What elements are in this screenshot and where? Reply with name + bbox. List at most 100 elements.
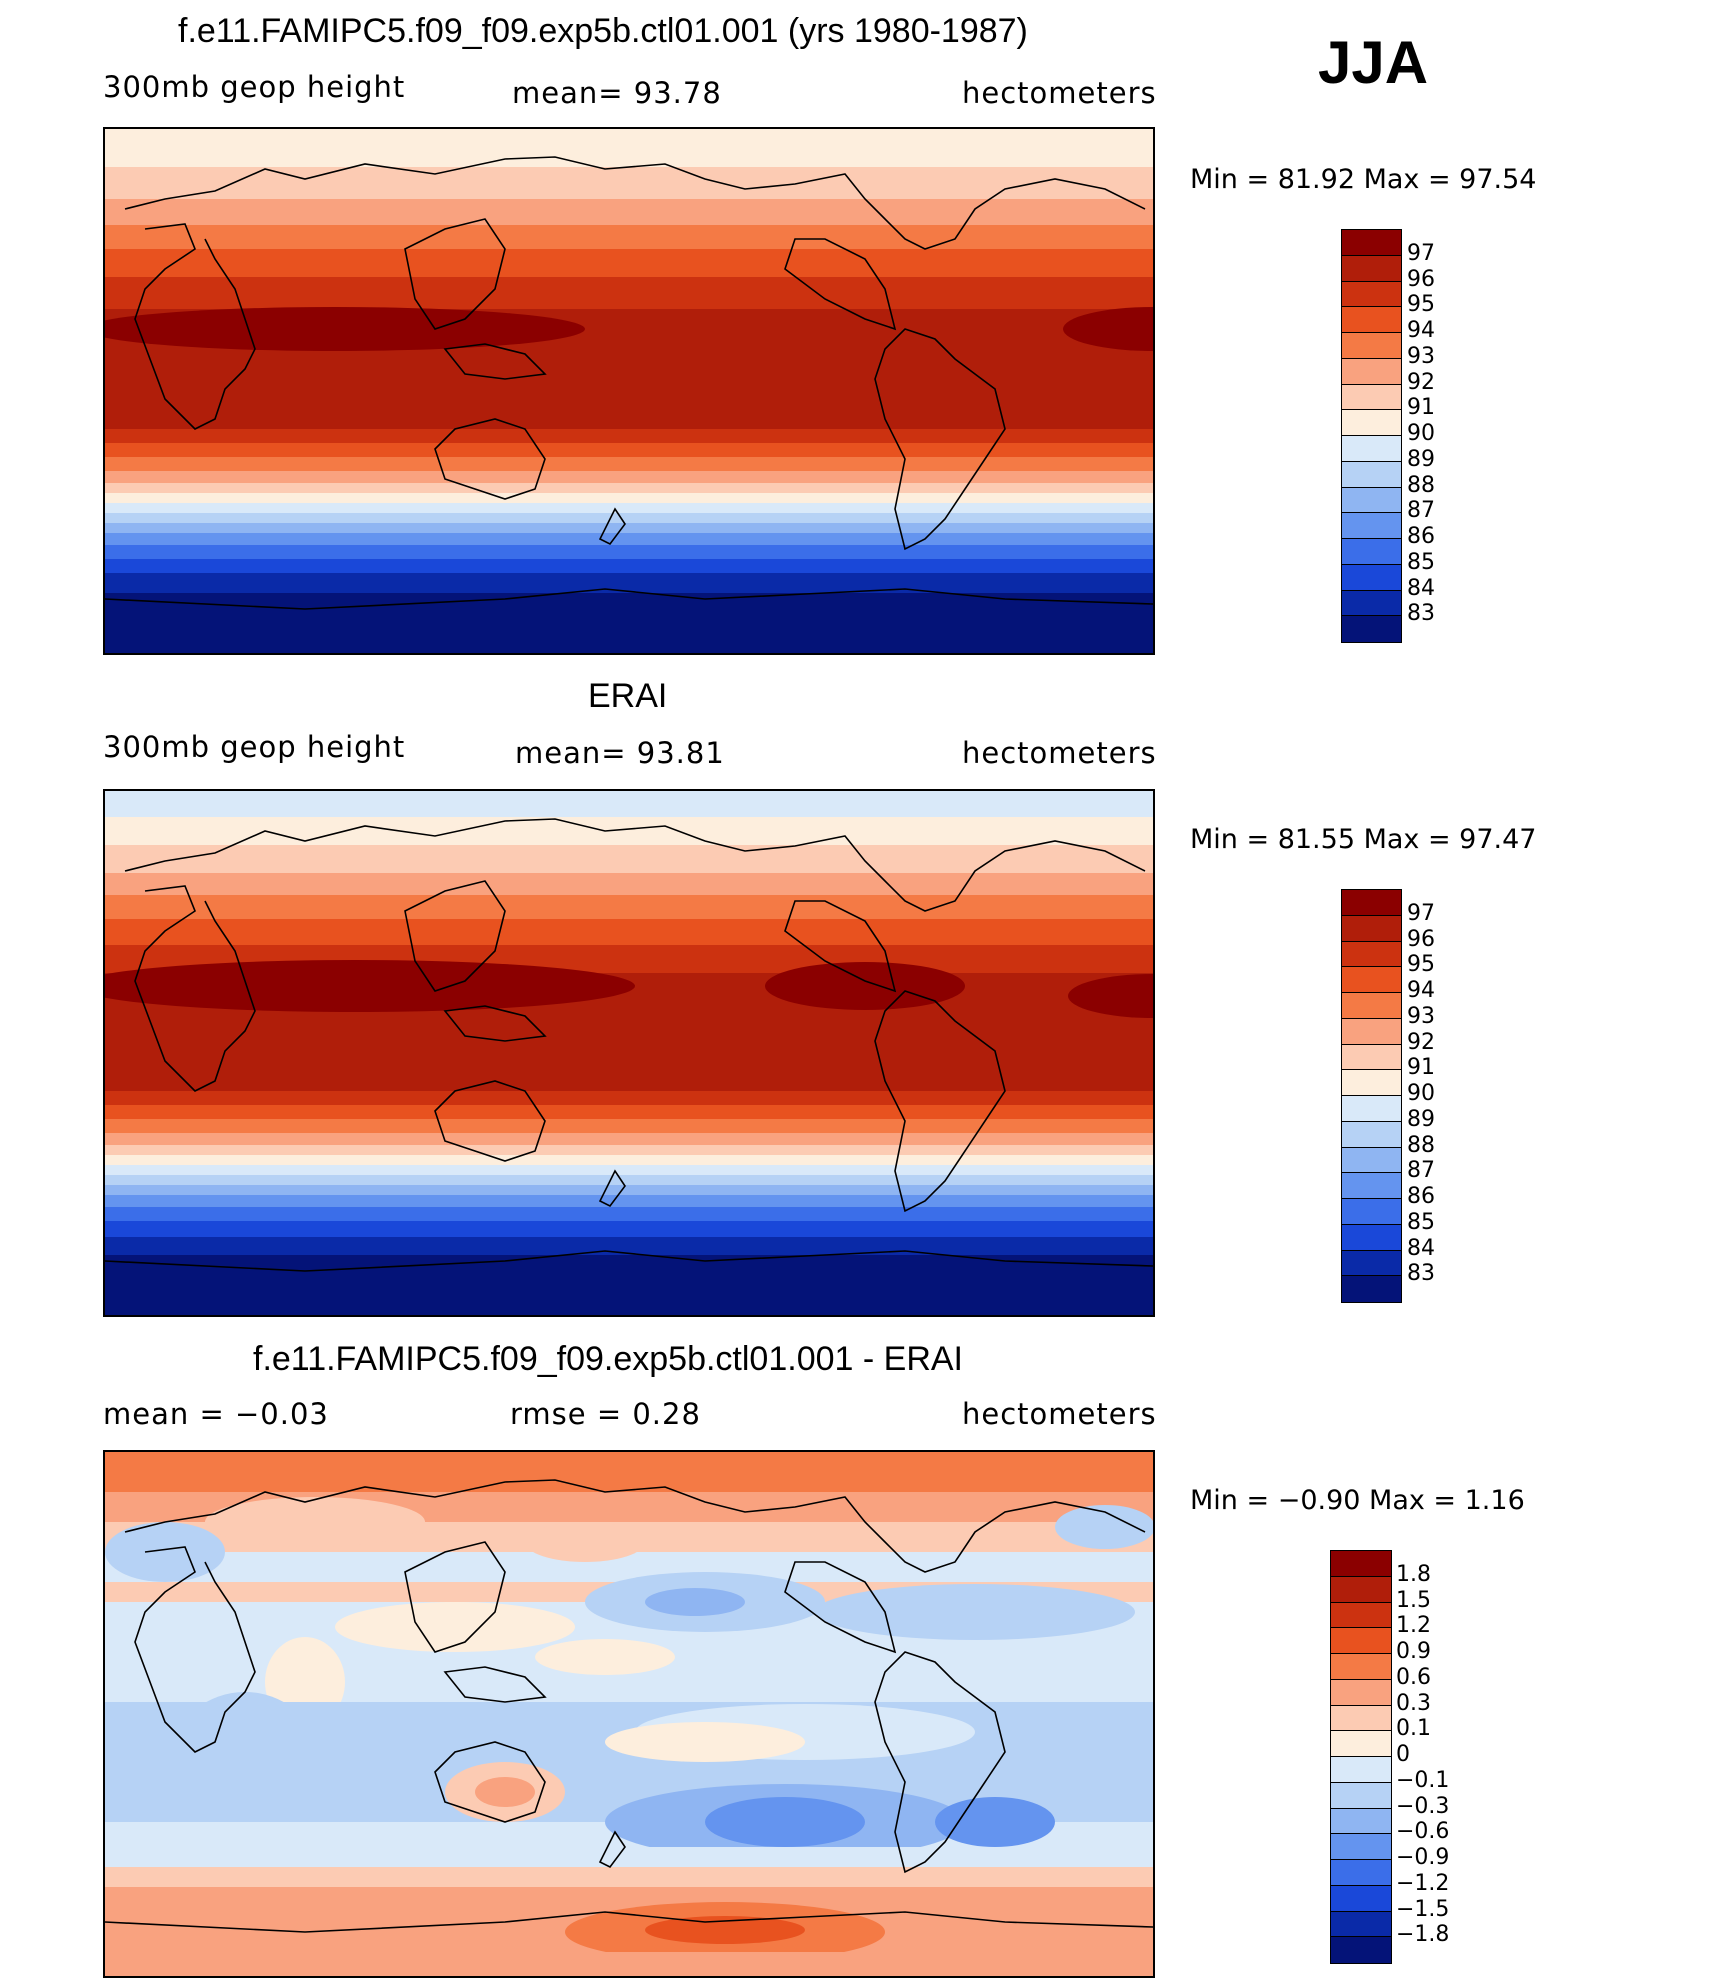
colorbar-swatch bbox=[1342, 1250, 1401, 1277]
colorbar-swatch bbox=[1342, 993, 1401, 1019]
colorbar-swatch bbox=[1342, 1018, 1401, 1045]
colorbar-tick-label: 97 bbox=[1407, 240, 1435, 266]
colorbar-swatch bbox=[1331, 1834, 1391, 1860]
colorbar-swatch bbox=[1331, 1757, 1391, 1783]
colorbar-swatch bbox=[1342, 281, 1401, 308]
panel-3-title: f.e11.FAMIPC5.f09_f09.exp5b.ctl01.001 - … bbox=[253, 1340, 963, 1378]
colorbar-tick-label: 91 bbox=[1407, 395, 1435, 421]
colorbar-swatch bbox=[1342, 616, 1401, 642]
colorbar-swatch bbox=[1342, 1147, 1401, 1174]
colorbar-swatch bbox=[1331, 1937, 1391, 1963]
colorbar-swatch bbox=[1331, 1808, 1391, 1835]
colorbar-tick-label: 84 bbox=[1407, 1235, 1435, 1261]
colorbar-tick-label: 87 bbox=[1407, 1158, 1435, 1184]
colorbar-tick-label: −1.2 bbox=[1396, 1870, 1450, 1896]
colorbar-tick-label: 1.8 bbox=[1396, 1561, 1431, 1587]
panel-1-variable-label: 300mb geop height bbox=[103, 70, 406, 104]
colorbar-swatch bbox=[1342, 890, 1401, 916]
panel-1-map bbox=[103, 127, 1155, 655]
colorbar-swatch bbox=[1331, 1782, 1391, 1809]
colorbar-swatch bbox=[1331, 1911, 1391, 1938]
panel-3-minmax: Min = −0.90 Max = 1.16 bbox=[1190, 1485, 1525, 1516]
colorbar-tick-label: 0.9 bbox=[1396, 1639, 1431, 1664]
colorbar-tick-label: 95 bbox=[1407, 292, 1435, 318]
colorbar-tick-label: 87 bbox=[1407, 498, 1435, 524]
panel-1-minmax: Min = 81.92 Max = 97.54 bbox=[1190, 164, 1537, 195]
colorbar-tick-label: −0.9 bbox=[1396, 1845, 1450, 1870]
panel-3-map bbox=[103, 1450, 1155, 1978]
colorbar-tick-label: 90 bbox=[1407, 421, 1435, 446]
panel-3-rmse-label: rmse = 0.28 bbox=[510, 1397, 701, 1431]
colorbar-tick-label: 1.5 bbox=[1396, 1587, 1431, 1613]
panel-1-mean-label: mean= 93.78 bbox=[512, 76, 722, 110]
colorbar-tick-label: 83 bbox=[1407, 601, 1435, 627]
colorbar-swatch bbox=[1331, 1860, 1391, 1886]
colorbar-swatch bbox=[1331, 1679, 1391, 1706]
colorbar-tick-label: 85 bbox=[1407, 1209, 1435, 1235]
colorbar-tick-label: 83 bbox=[1407, 1261, 1435, 1287]
colorbar-swatch bbox=[1342, 590, 1401, 617]
colorbar-tick-label: 86 bbox=[1407, 524, 1435, 549]
panel-2-variable-label: 300mb geop height bbox=[103, 730, 406, 764]
colorbar-swatch bbox=[1342, 1173, 1401, 1199]
colorbar-tick-label: 85 bbox=[1407, 549, 1435, 575]
colorbar-swatch bbox=[1342, 967, 1401, 993]
colorbar-tick-label: 96 bbox=[1407, 926, 1435, 952]
colorbar-tick-label: 1.2 bbox=[1396, 1613, 1431, 1639]
panel-3-units-label: hectometers bbox=[962, 1397, 1157, 1431]
colorbar-swatch bbox=[1331, 1654, 1391, 1680]
panel-1-colorbar bbox=[1341, 229, 1402, 643]
colorbar-swatch bbox=[1342, 487, 1401, 514]
colorbar-tick-label: −0.1 bbox=[1396, 1767, 1450, 1793]
colorbar-swatch bbox=[1331, 1628, 1391, 1654]
colorbar-tick-label: 88 bbox=[1407, 1132, 1435, 1158]
colorbar-tick-label: 93 bbox=[1407, 343, 1435, 369]
colorbar-tick-label: 86 bbox=[1407, 1184, 1435, 1209]
colorbar-swatch bbox=[1342, 513, 1401, 539]
colorbar-tick-label: 94 bbox=[1407, 318, 1435, 343]
colorbar-swatch bbox=[1342, 436, 1401, 462]
colorbar-tick-label: 90 bbox=[1407, 1081, 1435, 1106]
colorbar-swatch bbox=[1342, 1276, 1401, 1302]
colorbar-tick-label: 96 bbox=[1407, 266, 1435, 292]
colorbar-swatch bbox=[1342, 1070, 1401, 1096]
colorbar-tick-label: −1.8 bbox=[1396, 1922, 1450, 1948]
colorbar-tick-label: 93 bbox=[1407, 1003, 1435, 1029]
panel-1-units-label: hectometers bbox=[962, 76, 1157, 110]
colorbar-tick-label: 84 bbox=[1407, 575, 1435, 601]
colorbar-tick-label: 91 bbox=[1407, 1055, 1435, 1081]
panel-1-title: f.e11.FAMIPC5.f09_f09.exp5b.ctl01.001 (y… bbox=[178, 12, 1028, 50]
panel-2-map bbox=[103, 789, 1155, 1317]
colorbar-swatch bbox=[1342, 255, 1401, 282]
colorbar-tick-label: 0.6 bbox=[1396, 1664, 1431, 1690]
colorbar-swatch bbox=[1342, 1224, 1401, 1251]
colorbar-swatch bbox=[1331, 1602, 1391, 1629]
panel-2-minmax: Min = 81.55 Max = 97.47 bbox=[1190, 824, 1537, 855]
panel-2-title: ERAI bbox=[588, 677, 668, 715]
colorbar-tick-label: 92 bbox=[1407, 1029, 1435, 1055]
colorbar-swatch bbox=[1342, 1199, 1401, 1225]
colorbar-swatch bbox=[1331, 1731, 1391, 1757]
colorbar-swatch bbox=[1342, 1096, 1401, 1122]
colorbar-tick-label: 97 bbox=[1407, 900, 1435, 926]
colorbar-tick-label: 89 bbox=[1407, 446, 1435, 472]
colorbar-swatch bbox=[1342, 1121, 1401, 1148]
colorbar-swatch bbox=[1342, 1044, 1401, 1071]
colorbar-swatch bbox=[1331, 1551, 1391, 1577]
panel-2-mean-label: mean= 93.81 bbox=[515, 736, 725, 770]
colorbar-tick-label: 0 bbox=[1396, 1742, 1410, 1767]
panel-2-colorbar bbox=[1341, 889, 1402, 1303]
season-label: JJA bbox=[1318, 29, 1429, 96]
colorbar-tick-label: 0.3 bbox=[1396, 1690, 1431, 1716]
panel-3-mean-label: mean = −0.03 bbox=[103, 1397, 329, 1431]
colorbar-swatch bbox=[1342, 539, 1401, 565]
colorbar-swatch bbox=[1342, 941, 1401, 968]
colorbar-tick-label: 0.1 bbox=[1396, 1716, 1431, 1742]
colorbar-swatch bbox=[1342, 915, 1401, 942]
colorbar-swatch bbox=[1342, 461, 1401, 488]
colorbar-swatch bbox=[1331, 1705, 1391, 1732]
colorbar-swatch bbox=[1342, 564, 1401, 591]
colorbar-tick-label: −0.6 bbox=[1396, 1819, 1450, 1845]
colorbar-swatch bbox=[1331, 1576, 1391, 1603]
colorbar-tick-label: 88 bbox=[1407, 472, 1435, 498]
